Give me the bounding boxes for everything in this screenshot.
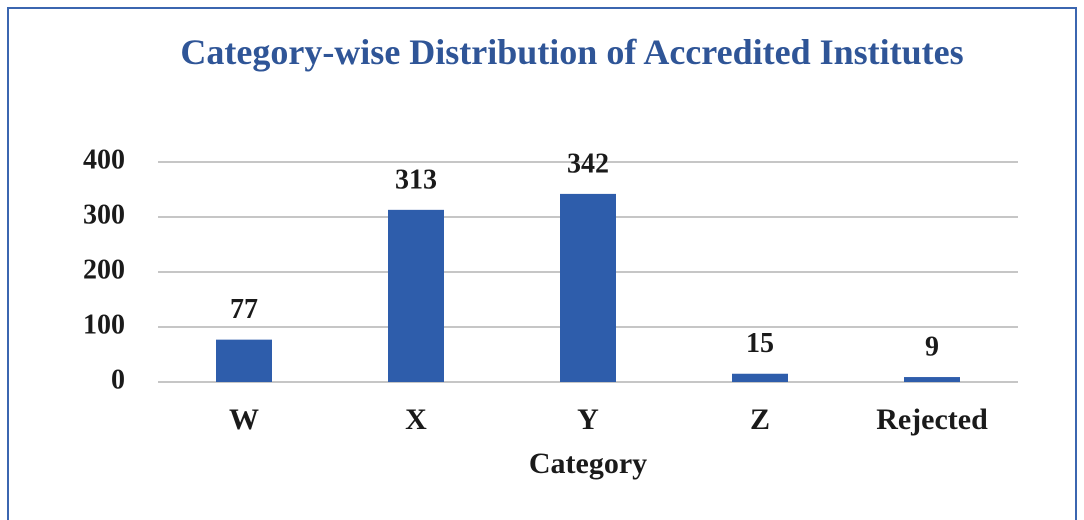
x-tick-label: Y — [577, 403, 599, 436]
chart-title: Category-wise Distribution of Accredited… — [180, 32, 964, 72]
y-tick-label: 400 — [83, 144, 125, 175]
bar — [904, 377, 960, 382]
y-tick-label: 100 — [83, 309, 125, 340]
data-label: 313 — [395, 164, 437, 195]
x-tick-label: Rejected — [876, 403, 988, 436]
bar — [560, 193, 616, 382]
y-tick-label: 200 — [83, 254, 125, 285]
x-tick-label: Z — [750, 403, 770, 436]
data-label: 342 — [567, 148, 609, 179]
x-axis-label: Category — [529, 447, 647, 480]
data-label: 9 — [925, 331, 939, 362]
data-label: 15 — [746, 328, 774, 359]
chart-frame — [7, 7, 1077, 520]
x-tick-label: X — [405, 403, 427, 436]
y-tick-label: 0 — [111, 364, 125, 395]
y-tick-label: 300 — [83, 199, 125, 230]
bar — [216, 339, 272, 382]
bar — [388, 209, 444, 382]
bar — [732, 373, 788, 382]
data-label: 77 — [230, 294, 258, 325]
x-tick-label: W — [229, 403, 259, 436]
